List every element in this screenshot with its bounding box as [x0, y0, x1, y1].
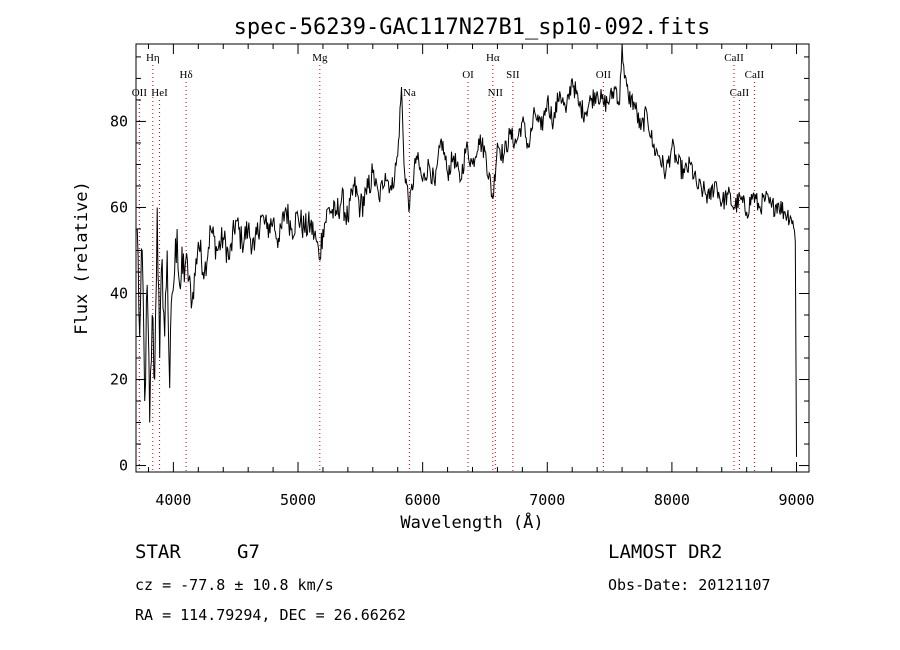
x-tick-label: 9000	[778, 491, 814, 509]
line-label: Hδ	[180, 69, 193, 81]
spectrum-line	[136, 43, 797, 457]
spectrum-series	[136, 43, 797, 457]
line-label: OI	[462, 69, 474, 81]
line-label: CaII	[745, 69, 765, 81]
line-label: HeI	[151, 87, 168, 99]
axis-ticks	[136, 44, 809, 472]
redshift-text: cz = -77.8 ± 10.8 km/s	[135, 576, 334, 594]
x-tick-label: 6000	[405, 491, 441, 509]
survey-name: LAMOST DR2	[608, 541, 722, 563]
object-class: STAR	[135, 541, 181, 563]
y-tick-label: 60	[110, 198, 128, 216]
line-label: OII	[596, 69, 612, 81]
x-tick-label: 7000	[529, 491, 565, 509]
x-tick-label: 5000	[280, 491, 316, 509]
line-label: CaII	[724, 52, 744, 64]
line-label: Hα	[486, 52, 500, 64]
y-tick-label: 40	[110, 284, 128, 302]
line-label: OII	[132, 87, 148, 99]
line-label: Mg	[312, 52, 328, 64]
y-tick-label: 80	[110, 112, 128, 130]
line-label: SII	[506, 69, 520, 81]
chart-title: spec-56239-GAC117N27B1_sp10-092.fits	[234, 15, 711, 40]
plot-frame	[135, 43, 810, 473]
x-axis-label: Wavelength (Å)	[400, 511, 543, 533]
coordinates-text: RA = 114.79294, DEC = 26.66262	[135, 606, 406, 624]
line-label: NII	[488, 87, 504, 99]
spectral-line-markers	[138, 65, 755, 472]
x-tick-label: 4000	[155, 491, 191, 509]
x-tick-label: 8000	[654, 491, 690, 509]
observation-date: Obs-Date: 20121107	[608, 576, 771, 594]
y-axis-label: Flux (relative)	[72, 181, 92, 335]
line-label: Na	[403, 87, 416, 99]
object-subclass: G7	[237, 541, 260, 563]
y-tick-label: 0	[119, 457, 128, 475]
line-label: Hη	[146, 52, 160, 64]
axis-tick-labels: 4000 5000 6000 7000 8000 9000 0 20 40 60 80	[110, 112, 815, 509]
y-tick-label: 20	[110, 371, 128, 389]
line-label: CaII	[730, 87, 750, 99]
